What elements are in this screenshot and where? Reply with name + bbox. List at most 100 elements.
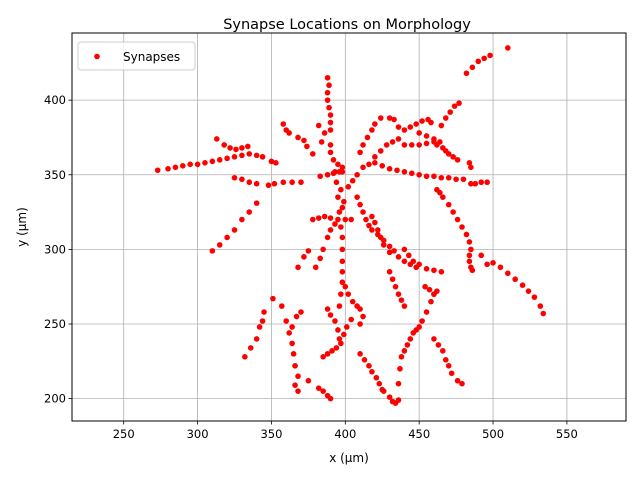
synapse-point [305,248,312,254]
synapse-point [525,288,532,294]
synapse-point [408,142,415,148]
synapse-point [338,224,344,230]
synapse-point [392,283,399,290]
synapse-point [239,216,245,223]
synapse-point [209,248,216,254]
synapse-point [519,282,526,289]
synapse-point [357,351,363,357]
grid-lines [72,33,626,421]
synapse-point [377,234,384,241]
synapse-point [295,134,301,141]
synapse-point [540,310,547,317]
synapse-point [304,143,310,150]
chart-title: Synapse Locations on Morphology [223,17,471,33]
synapse-point [265,182,272,189]
synapse-point [301,137,307,144]
synapse-point [301,254,307,260]
y-tick-label: 300 [44,242,66,256]
synapse-point [463,70,470,77]
synapse-point [327,227,334,233]
synapse-point [454,157,461,163]
synapse-point [354,171,360,178]
synapse-point [505,270,511,277]
synapse-point [247,345,254,351]
synapse-point [165,166,171,172]
synapse-point [231,174,238,181]
synapse-point [327,127,334,133]
synapse-point [298,179,304,186]
synapse-point [395,124,402,130]
synapse-point [326,82,332,89]
synapse-point [310,151,316,157]
synapse-point [318,139,325,145]
synapse-point [280,121,287,127]
synapse-point [312,264,319,271]
synapse-point [333,179,340,186]
synapse-point [423,133,430,139]
synapse-point [487,52,493,59]
synapse-point [379,386,386,393]
synapse-point [216,242,223,248]
synapse-point [295,388,301,394]
synapse-point [154,167,161,174]
synapse-point [459,380,465,387]
synapse-point [187,161,193,168]
synapse-point [366,362,372,369]
synapse-point [416,142,422,148]
synapse-point [348,316,355,323]
synapse-point [341,198,347,205]
synapse-point [335,327,341,333]
x-tick-label: 300 [187,427,209,441]
synapse-point [413,264,420,271]
synapse-point [459,224,465,230]
synapse-point [289,324,295,330]
synapse-point [246,179,253,186]
x-tick-label: 350 [260,427,282,441]
synapse-point [450,209,456,215]
synapse-point [324,74,331,81]
synapse-point [292,362,298,369]
synapse-point [460,176,467,183]
synapse-point [315,385,322,391]
synapse-point [445,362,452,369]
synapse-point [401,258,408,265]
synapse-point [391,116,397,123]
synapse-point [324,306,331,312]
synapse-point [450,154,456,160]
synapse-point [239,152,245,159]
synapse-point [478,252,485,259]
synapse-point [336,209,343,215]
legend-marker [94,53,100,60]
synapse-point [339,168,346,175]
synapse-point [172,164,179,171]
synapse-point [209,158,216,165]
synapse-point [357,201,363,208]
synapse-point [286,130,292,136]
synapse-point [310,216,316,223]
synapse-point [242,354,248,360]
data-points [154,45,547,406]
synapse-point [537,303,544,309]
synapse-point [377,148,384,154]
synapse-point [372,121,378,127]
synapse-point [336,336,343,342]
synapse-point [256,324,263,330]
synapse-point [339,258,346,265]
synapse-point [320,388,326,394]
legend: Synapses [77,41,196,71]
synapse-point [512,276,518,283]
synapse-point [451,103,458,109]
synapse-point [245,143,251,150]
synapse-point [339,246,346,253]
synapse-point [407,124,414,130]
synapse-point [341,331,347,338]
synapse-point [332,318,338,324]
synapse-point [278,303,285,309]
synapse-point [261,309,267,315]
synapse-point [497,264,504,271]
synapse-point [339,234,346,241]
synapse-point [253,180,260,187]
synapse-point [324,351,331,357]
synapse-point [369,127,375,133]
